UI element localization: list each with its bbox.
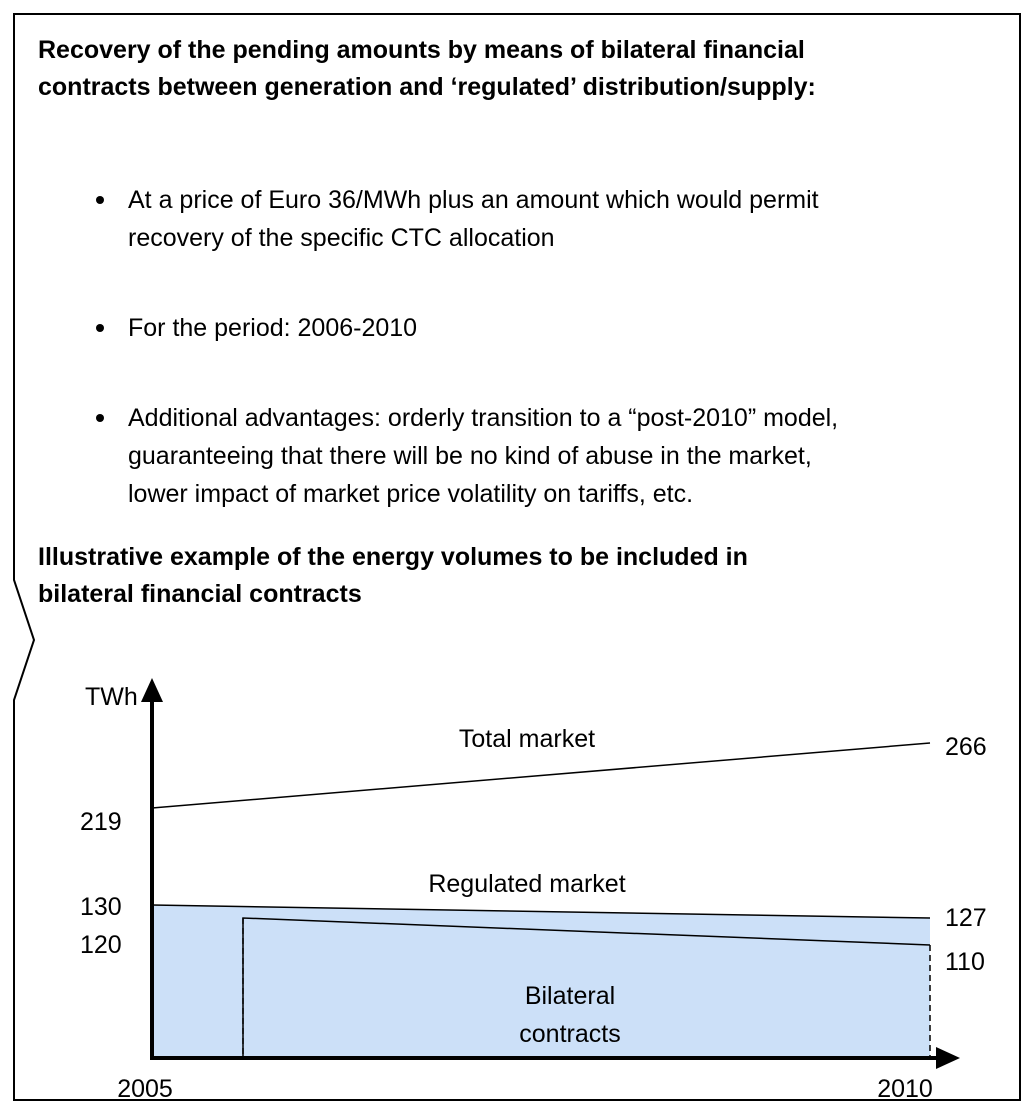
total-line [151, 742, 931, 809]
bullet-text: For the period: 2006-2010 [128, 314, 417, 342]
bullet-dot [96, 196, 104, 204]
regulated-end: 127 [945, 904, 987, 932]
bilateral-start: 120 [80, 931, 122, 959]
total-start: 219 [80, 808, 122, 836]
bilateral-label: Bilateral [525, 982, 615, 1010]
diagram: TWh Total market 219 266 Regulated marke… [80, 678, 987, 1103]
total-end: 266 [945, 733, 987, 761]
regulated-line [151, 904, 931, 919]
bullet-text: guaranteeing that there will be no kind … [128, 442, 812, 470]
example-heading: Illustrative example of the energy volum… [38, 543, 748, 571]
bullet-text: recovery of the specific CTC allocation [128, 224, 555, 252]
heading-line: Recovery of the pending amounts by means… [38, 36, 805, 64]
regulated-label: Regulated market [428, 870, 625, 898]
total-label: Total market [459, 725, 595, 753]
heading: Recovery of the pending amounts by means… [38, 36, 816, 101]
bilateral-label: contracts [519, 1020, 620, 1048]
regulated-area [152, 905, 930, 1058]
x-arrow [936, 1047, 960, 1069]
example-heading: bilateral financial contracts [38, 580, 362, 608]
bullet-text: Additional advantages: orderly transitio… [128, 404, 838, 432]
bullet-dot [96, 414, 104, 422]
y-axis-label: TWh [85, 683, 138, 711]
bullet-text: lower impact of market price volatility … [128, 480, 693, 508]
frame [13, 13, 1021, 1101]
regulated-start: 130 [80, 893, 122, 921]
x-end-label: 2010 [877, 1075, 933, 1103]
y-arrow [141, 678, 163, 702]
bullets: At a price of Euro 36/MWh plus an amount… [96, 186, 838, 508]
heading-line: contracts between generation and ‘regula… [38, 73, 816, 101]
bullet-text: At a price of Euro 36/MWh plus an amount… [128, 186, 819, 214]
bullet-dot [96, 324, 104, 332]
bilateral-end: 110 [945, 948, 985, 976]
x-start-label: 2005 [117, 1075, 173, 1103]
